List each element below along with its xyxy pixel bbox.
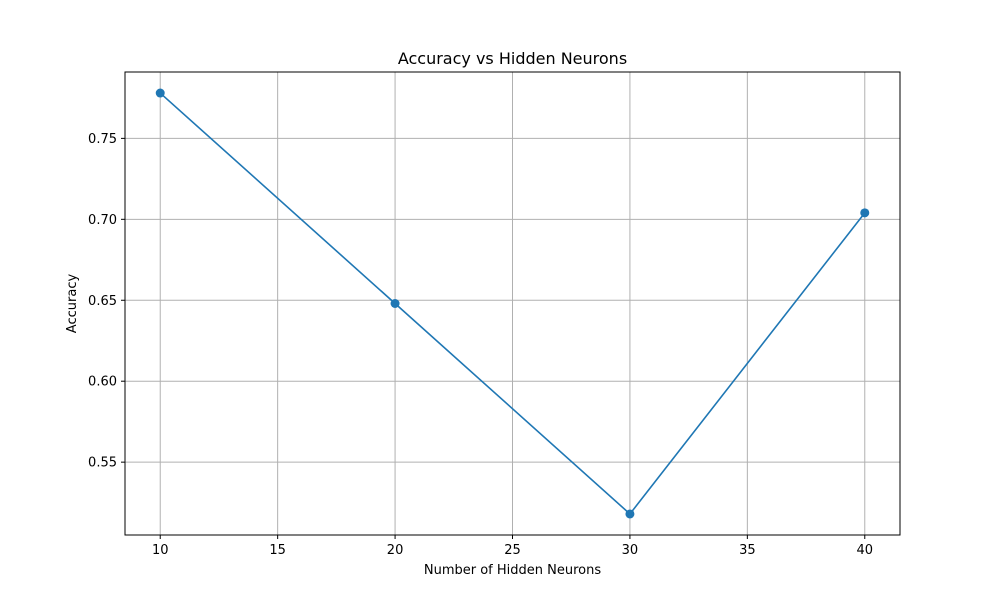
series-line <box>159 92 866 516</box>
y-tick-label: 0.65 <box>88 294 117 309</box>
x-tick-label: 25 <box>504 543 521 558</box>
x-tick-label: 20 <box>387 543 404 558</box>
chart-title: Accuracy vs Hidden Neurons <box>398 49 627 68</box>
data-point <box>625 509 635 519</box>
data-point <box>155 88 165 98</box>
x-axis-label: Number of Hidden Neurons <box>424 563 601 578</box>
x-tick-label: 15 <box>269 543 286 558</box>
y-tick-label: 0.55 <box>88 456 117 471</box>
y-tick-label: 0.75 <box>88 132 117 147</box>
data-point <box>860 208 870 218</box>
series-layer <box>155 88 870 519</box>
x-tick-label: 40 <box>856 543 873 558</box>
y-axis-label: Accuracy <box>65 274 80 334</box>
grid <box>125 72 900 535</box>
y-tick-label: 0.70 <box>88 213 117 228</box>
y-axis-ticks: 0.55 0.60 0.65 0.70 0.75 <box>88 132 125 471</box>
x-tick-label: 35 <box>739 543 756 558</box>
x-tick-label: 30 <box>622 543 639 558</box>
x-axis-ticks: 10 15 20 25 30 35 40 <box>152 535 873 558</box>
x-tick-label: 10 <box>152 543 169 558</box>
y-tick-label: 0.60 <box>88 375 117 390</box>
data-point <box>390 299 400 308</box>
